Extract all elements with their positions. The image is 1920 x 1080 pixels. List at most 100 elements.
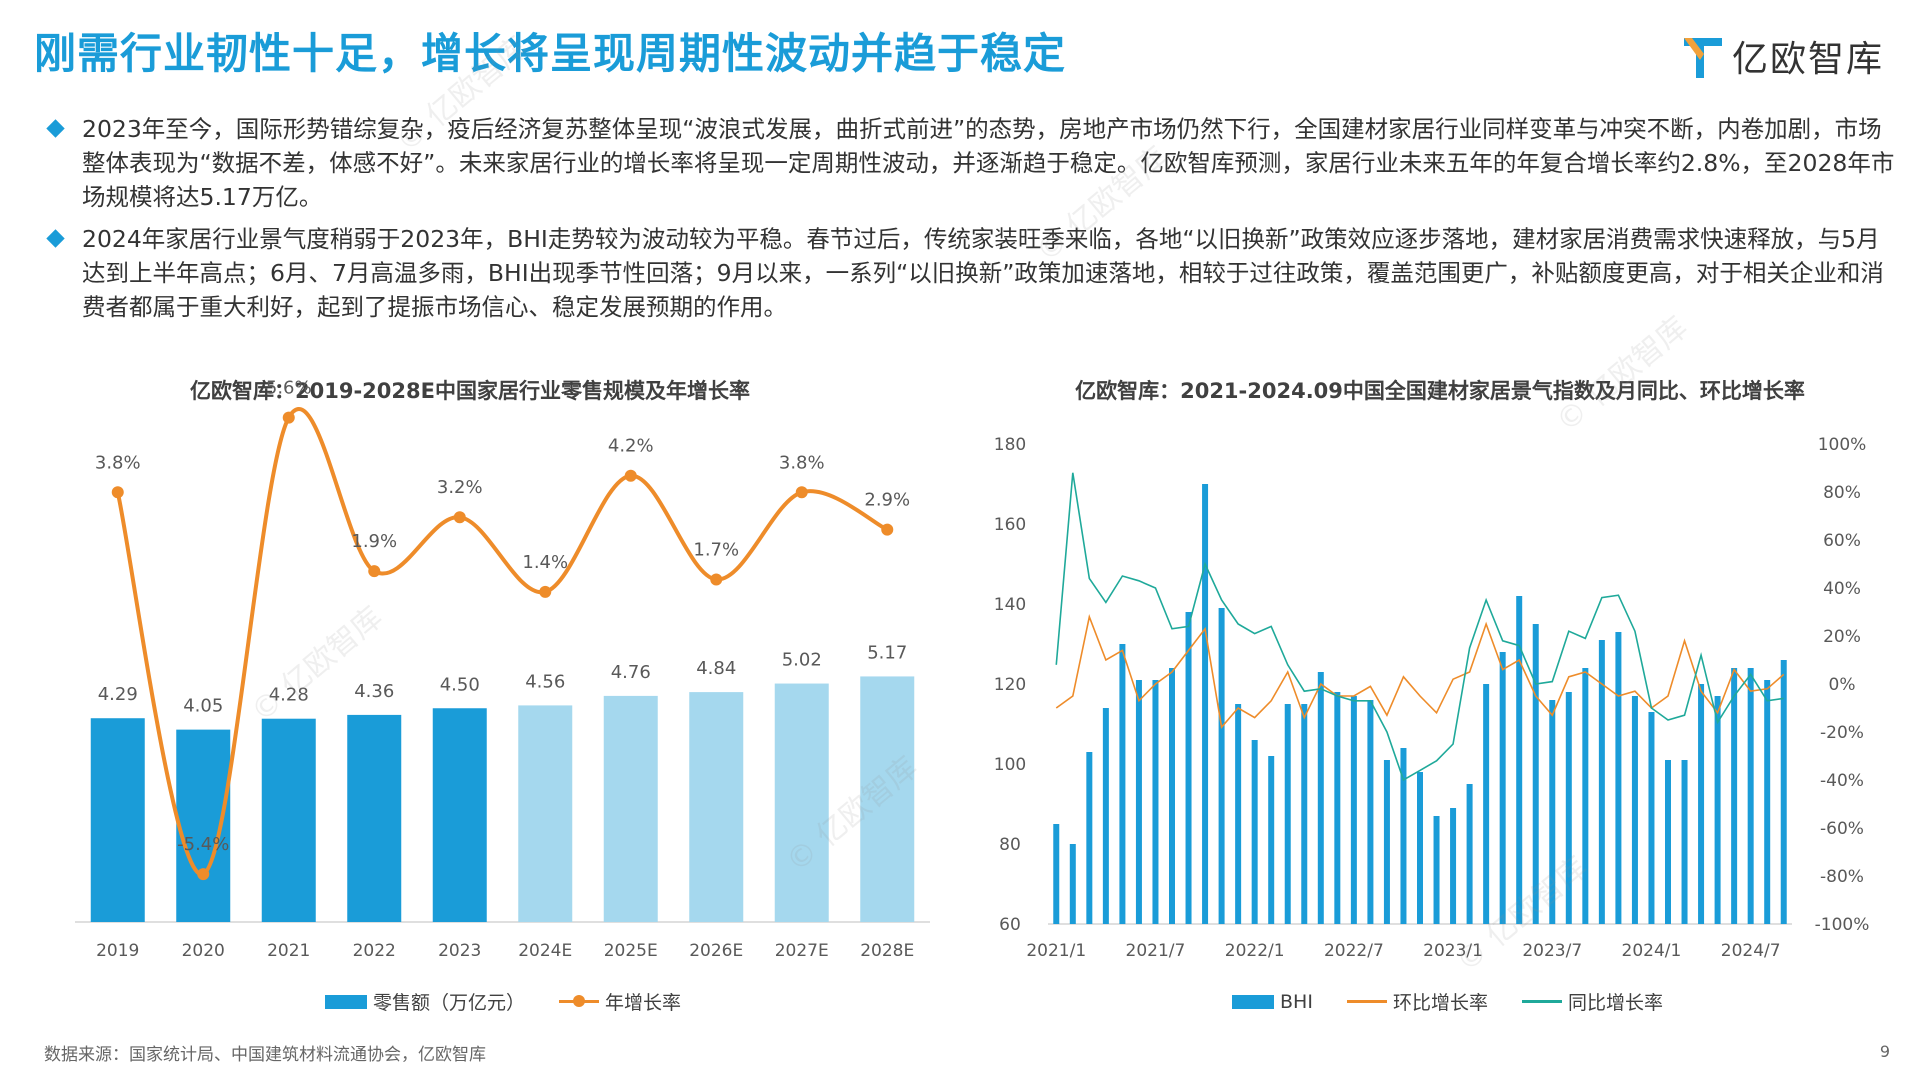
bar-bhi-2024/7 (1747, 668, 1754, 924)
bar-bhi-2023/3 (1483, 684, 1490, 924)
bar-label-2020: 4.05 (183, 696, 223, 717)
legend-label: 同比增长率 (1567, 992, 1663, 1014)
bhi-chart: 180 160 140 120 100 80 60 100% 80% 60% 40% 20% 0% -20… (994, 435, 1870, 961)
bar-retail-2027E (774, 683, 829, 922)
growth-point-2025E (624, 469, 637, 482)
chart1-legend: 零售额（万亿元） 年增长率 (325, 988, 715, 1015)
bar-bhi-2024/2 (1665, 760, 1671, 924)
y-left-tick-120: 120 (994, 675, 1026, 695)
bar-bhi-2023/2 (1466, 784, 1473, 924)
x-tick-2024E: 2024E (518, 941, 572, 961)
x-tick-2021: 2021 (267, 941, 310, 961)
growth-label-2023: 3.2% (437, 477, 483, 498)
growth-label-2025E: 4.2% (608, 436, 654, 457)
x-tick-2027E: 2027E (775, 941, 829, 961)
y-right-tick--80%: -80% (1820, 867, 1864, 887)
growth-point-2021 (282, 411, 295, 424)
bar-bhi-2021/8 (1169, 668, 1175, 924)
logo: 亿欧智库 (1682, 26, 1884, 86)
bar-label-2019: 4.29 (98, 684, 138, 705)
bullet-list: 2023年至今，国际形势错综复杂，疫后经济复苏整体呈现“波浪式发展，曲折式前进”… (46, 112, 1896, 332)
bar-label-2024E: 4.56 (525, 671, 565, 692)
y-right-tick--100%: -100% (1815, 915, 1870, 935)
y-right-tick-0%: 0% (1829, 675, 1856, 695)
bar-bhi-2024/1 (1648, 712, 1655, 924)
line-swatch-icon (559, 995, 600, 1007)
bar-bhi-2023/5 (1516, 596, 1523, 924)
bar-bhi-2022/6 (1334, 692, 1341, 924)
growth-label-2026E: 1.7% (693, 539, 739, 560)
y-left-tick-100: 100 (994, 755, 1026, 775)
x-tick-2028E: 2028E (860, 941, 914, 961)
x-tick-2024/1: 2024/1 (1622, 941, 1682, 961)
bar-bhi-2021/12 (1235, 704, 1242, 924)
growth-point-2023 (453, 511, 466, 524)
bar-bhi-2023/11 (1615, 632, 1622, 924)
growth-label-2024E: 1.4% (522, 552, 568, 573)
y-right-tick--40%: -40% (1820, 771, 1864, 791)
legend-item-mom: 环比增长率 (1346, 988, 1488, 1015)
chart2-title: 亿欧智库：2021-2024.09中国全国建材家居景气指数及月同比、环比增长率 (1075, 379, 1805, 403)
growth-label-2020: -5.4% (177, 834, 229, 855)
bar-retail-2024E (518, 705, 573, 922)
data-source: 数据来源：国家统计局、中国建筑材料流通协会，亿欧智库 (44, 1045, 486, 1065)
bar-bhi-2021/11 (1218, 608, 1225, 924)
y-right-tick-40%: 40% (1823, 579, 1861, 599)
growth-point-2024E (539, 585, 552, 598)
bar-bhi-2021/3 (1086, 752, 1093, 924)
growth-point-2022 (368, 565, 381, 578)
bar-bhi-2023/7 (1549, 700, 1556, 924)
x-tick-2023/1: 2023/1 (1423, 941, 1483, 961)
bar-retail-2022 (347, 714, 402, 922)
bullet-item: 2023年至今，国际形势错综复杂，疫后经济复苏整体呈现“波浪式发展，曲折式前进”… (46, 112, 1896, 214)
mom-growth-line (1055, 613, 1785, 730)
bullet-item: 2024年家居行业景气度稍弱于2023年，BHI走势较为波动较为平稳。春节过后，… (46, 222, 1896, 324)
bar-bhi-2023/10 (1598, 640, 1605, 924)
bullet-text: 2024年家居行业景气度稍弱于2023年，BHI走势较为波动较为平稳。春节过后，… (82, 225, 1884, 321)
bar-bhi-2021/9 (1185, 612, 1192, 924)
logo-text: 亿欧智库 (1731, 39, 1884, 80)
growth-point-2019 (111, 486, 124, 499)
bar-bhi-2021/4 (1102, 708, 1109, 924)
bar-retail-2023 (432, 708, 487, 922)
legend-label: 年增长率 (605, 992, 682, 1014)
bar-label-2022: 4.36 (354, 681, 394, 702)
bar-bhi-2022/12 (1433, 816, 1440, 924)
page-number: 9 (1879, 1042, 1890, 1061)
x-tick-2025E: 2025E (604, 941, 658, 961)
bar-bhi-2022/4 (1301, 704, 1308, 924)
logo-icon (1683, 38, 1722, 78)
bar-retail-2026E (689, 692, 744, 922)
bar-bhi-2024/3 (1681, 760, 1688, 924)
bar-bhi-2021/5 (1119, 644, 1126, 924)
legend-item-bhi: BHI (1232, 991, 1313, 1013)
bar-retail-2019 (90, 718, 145, 922)
bar-bhi-2023/12 (1631, 696, 1638, 924)
page-title: 刚需行业韧性十足，增长将呈现周期性波动并趋于稳定 (34, 29, 1067, 78)
bar-swatch-icon (1232, 994, 1274, 1009)
bar-bhi-2024/5 (1714, 696, 1721, 924)
bar-bhi-2022/2 (1268, 756, 1275, 924)
bar-bhi-2022/5 (1317, 672, 1324, 924)
growth-point-2027E (795, 486, 808, 499)
bar-bhi-2023/9 (1582, 668, 1589, 924)
growth-point-2028E (881, 523, 894, 536)
legend-item-growth: 年增长率 (559, 988, 681, 1015)
legend-item-yoy: 同比增长率 (1521, 988, 1663, 1015)
y-left-tick-160: 160 (994, 515, 1026, 535)
bar-label-2021: 4.28 (269, 685, 309, 706)
chart1-title: 亿欧智库：2019-2028E中国家居行业零售规模及年增长率 (190, 379, 750, 403)
bar-bhi-2021/10 (1202, 484, 1209, 924)
bar-label-2028E: 5.17 (867, 642, 907, 663)
y-left-tick-140: 140 (994, 595, 1026, 615)
y-right-tick-60%: 60% (1823, 531, 1861, 551)
x-tick-2022: 2022 (353, 941, 396, 961)
bar-bhi-2021/7 (1152, 680, 1159, 924)
line-swatch-icon (1521, 1000, 1562, 1003)
bar-bhi-2022/9 (1383, 760, 1390, 924)
retail-scale-chart: 4.29 2019 4.05 2020 4.28 2021 4.36 2022 4.50 2023… (75, 378, 930, 961)
bar-label-2026E: 4.84 (696, 658, 736, 679)
x-tick-2023: 2023 (438, 941, 481, 961)
y-right-tick--60%: -60% (1820, 819, 1864, 839)
bar-bhi-2021/2 (1069, 844, 1076, 924)
